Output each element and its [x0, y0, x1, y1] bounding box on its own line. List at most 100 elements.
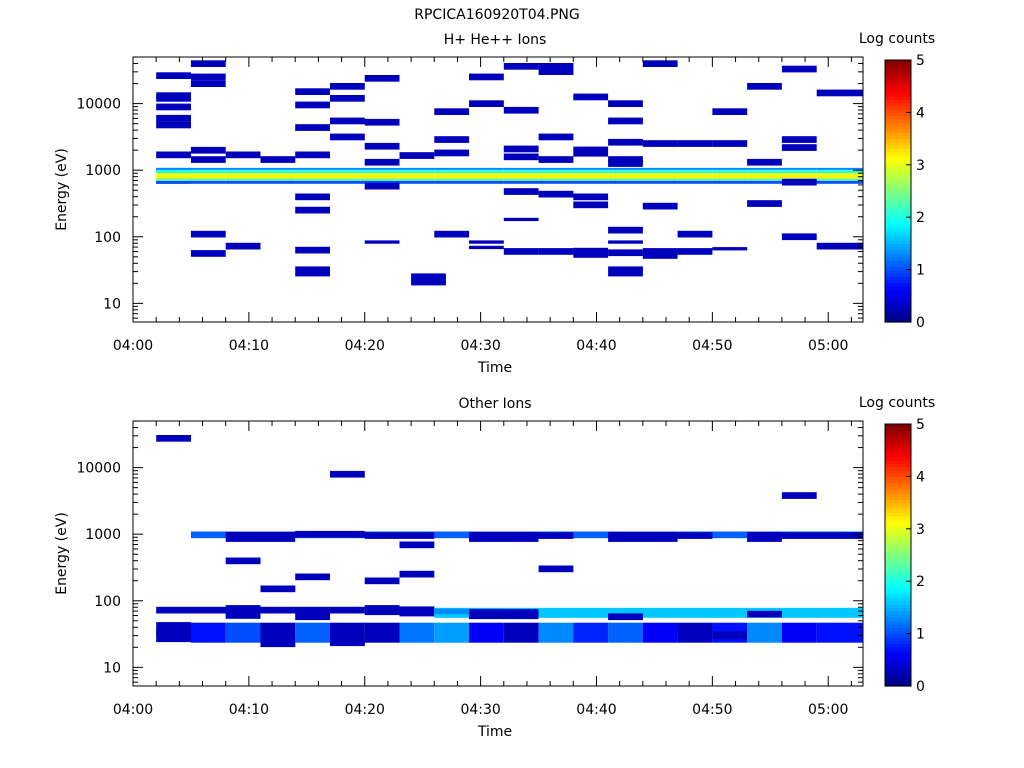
bottom-colorbar-tick-label: 4 [916, 469, 925, 485]
top-colorbar-segment [885, 266, 911, 271]
bottom-colorbar-tick-label: 2 [916, 574, 925, 590]
bottom-cell [225, 557, 261, 565]
bottom-colorbar-segment [885, 663, 911, 667]
top-cell [260, 156, 296, 163]
bottom-colorbar-segment [885, 538, 911, 543]
bottom-cell [295, 613, 330, 621]
top-band-cell [260, 180, 296, 184]
top-band-cell [225, 170, 261, 173]
top-band-cell [330, 180, 365, 184]
bottom-cell [781, 492, 817, 499]
bottom-colorbar-segment [885, 440, 911, 445]
top-colorbar-segment [885, 213, 911, 218]
top-cell [503, 217, 539, 222]
top-band-cell [260, 167, 296, 170]
bottom-colorbar-segment [885, 669, 911, 674]
top-cell [573, 247, 609, 258]
bottom-x-tick-label: 04:30 [460, 702, 500, 718]
top-band-cell [677, 167, 713, 170]
bottom-colorbar-segment [885, 525, 911, 530]
top-cell [364, 182, 400, 190]
top-colorbar-segment [885, 135, 911, 140]
top-cell [434, 230, 470, 238]
bottom-colorbar-segment [885, 643, 911, 648]
bottom-y-tick-label: 10000 [76, 461, 121, 477]
bottom-colorbar-segment [885, 512, 911, 517]
bottom-colorbar-segment [885, 584, 911, 589]
bottom-colorbar-frame [884, 423, 912, 687]
top-band-cell [330, 172, 365, 176]
top-band-cell [295, 167, 330, 170]
bottom-colorbar-segment [885, 528, 911, 533]
top-colorbar-segment [885, 295, 911, 300]
top-colorbar-segment [885, 60, 911, 64]
bottom-cell [434, 607, 863, 618]
top-cell [156, 72, 191, 79]
bottom-colorbar-segment [885, 473, 911, 478]
top-cell [190, 146, 226, 154]
top-colorbar-segment [885, 89, 911, 94]
top-band-cell [747, 178, 782, 181]
bottom-y-axis-label: Energy (eV) [54, 512, 70, 595]
top-band-cell [642, 172, 678, 176]
top-cell [538, 190, 574, 198]
top-band-cell [747, 180, 782, 184]
top-colorbar-segment [885, 181, 911, 186]
top-band-cell [364, 172, 400, 176]
top-cell [330, 133, 365, 141]
top-band-cell [434, 172, 470, 176]
bottom-cell [260, 637, 296, 648]
top-colorbar-segment [885, 92, 911, 97]
top-colorbar-segment [885, 315, 911, 320]
top-band-cell [399, 167, 435, 170]
bottom-cell [469, 531, 539, 542]
bottom-colorbar-segment [885, 630, 911, 635]
bottom-cell [225, 531, 296, 542]
top-x-tick-label: 04:00 [113, 338, 153, 354]
top-band-cell [190, 178, 226, 181]
bottom-cell [503, 624, 539, 631]
top-band-cell [816, 178, 863, 181]
bottom-cell [538, 532, 574, 539]
top-colorbar-tick-label: 3 [916, 158, 925, 174]
bottom-colorbar: Log counts 0 1 2 3 4 5 [859, 395, 935, 695]
top-colorbar-segment [885, 204, 911, 208]
bottom-cell [295, 573, 330, 581]
top-cell [364, 75, 400, 82]
top-cell [364, 240, 400, 244]
bottom-colorbar-segment [885, 548, 911, 553]
top-cell [156, 95, 191, 102]
bottom-cell [225, 612, 261, 619]
bottom-colorbar-segment [885, 545, 911, 550]
top-band-cell [156, 167, 191, 170]
top-x-tick-label: 04:50 [692, 338, 732, 354]
top-colorbar-segment [885, 151, 911, 156]
bottom-cell [399, 622, 435, 643]
top-cell [399, 152, 435, 159]
top-cell [364, 158, 400, 166]
top-band-cell [469, 175, 504, 179]
bottom-cell [399, 606, 435, 617]
top-cell [295, 266, 330, 277]
bottom-colorbar-segment [885, 649, 911, 654]
bottom-colorbar-segment [885, 502, 911, 507]
bottom-cell [747, 610, 782, 618]
bottom-colorbar-segment [885, 551, 911, 556]
top-colorbar-segment [885, 220, 911, 225]
top-band-cell [503, 178, 539, 181]
bottom-colorbar-segment [885, 600, 911, 605]
bottom-cell [156, 435, 191, 442]
top-colorbar-segment [885, 233, 911, 238]
top-x-axis-label: Time [477, 360, 512, 376]
top-band-cell [573, 180, 609, 184]
top-band-cell [573, 172, 609, 176]
top-cell [190, 250, 226, 257]
top-cell [411, 273, 446, 286]
bottom-colorbar-segment [885, 532, 911, 536]
top-y-tick-label: 10 [103, 296, 121, 312]
top-x-tick-label: 04:30 [460, 338, 500, 354]
bottom-panel-title: Other Ions [458, 396, 531, 412]
top-cell [608, 160, 643, 167]
top-band-cell [538, 175, 574, 179]
bottom-cell [712, 631, 748, 640]
